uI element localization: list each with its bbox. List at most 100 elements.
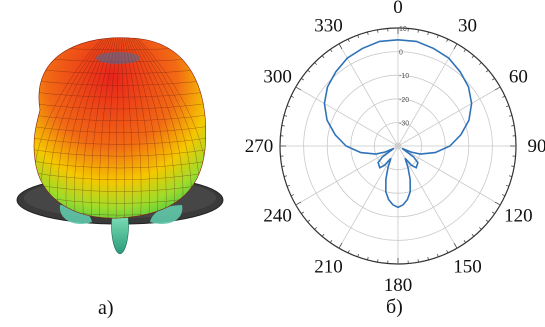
pattern-series-line <box>323 39 473 209</box>
angle-tick-label: 300 <box>263 67 292 88</box>
polar-tick <box>281 125 285 127</box>
polar-tick <box>505 105 510 107</box>
angle-tick-label: 0 <box>393 0 403 18</box>
panel-label-b: б) <box>386 296 403 318</box>
mesh-latitude-line <box>33 79 206 86</box>
polar-tick <box>357 34 359 39</box>
polar-tick <box>301 78 304 81</box>
polar-tick <box>437 34 439 39</box>
panel-label-a: а) <box>98 297 114 319</box>
polar-tick <box>471 55 475 59</box>
polar-tick <box>427 256 429 261</box>
side-lobe-right <box>150 205 183 225</box>
lobe-top-cap <box>96 52 140 64</box>
mesh-latitude-line <box>33 159 206 169</box>
polar-tick <box>463 49 466 52</box>
polar-tick <box>321 55 325 59</box>
polar-tick <box>314 227 317 230</box>
polar-tick <box>508 175 513 177</box>
mesh-longitude-line <box>129 37 167 219</box>
polar-tick <box>367 31 369 36</box>
mesh-longitude-line <box>57 37 108 219</box>
polar-tick <box>508 115 513 117</box>
polar-tick <box>485 219 489 223</box>
polar-tick <box>281 165 285 167</box>
polar-grid <box>279 27 517 265</box>
polar-tick <box>290 95 294 98</box>
angle-tick-label: 270 <box>245 136 274 157</box>
mesh-latitude-line <box>33 102 206 110</box>
polar-tick <box>347 38 350 42</box>
polar-tick <box>492 211 495 214</box>
polar-tick <box>295 86 302 91</box>
angle-tick-label: 330 <box>314 16 343 37</box>
polar-spoke <box>397 43 458 147</box>
polar-angle-labels: 0 30 60 90 120 150 180 210 240 270 300 330 <box>245 0 545 296</box>
polar-tick <box>330 49 333 52</box>
polar-tick <box>437 253 439 258</box>
polar-tick <box>377 29 379 33</box>
mesh-latitude-line <box>33 148 206 157</box>
angle-tick-label: 120 <box>504 206 533 227</box>
polar-tick <box>479 227 482 230</box>
radial-tick-label: 10 <box>399 26 407 33</box>
polar-tick <box>446 38 449 42</box>
polar-tick <box>377 259 379 263</box>
polar-tick <box>338 242 343 249</box>
polar-tick <box>330 240 333 243</box>
radial-tick-label: -10 <box>399 73 409 80</box>
angle-tick-label: 150 <box>453 256 482 277</box>
polar-tick <box>357 253 359 258</box>
polar-tick <box>286 105 291 107</box>
polar-tick <box>485 69 489 73</box>
polar-tick <box>511 165 515 167</box>
polar-tick <box>338 43 343 50</box>
radial-tick-label: -30 <box>399 120 409 127</box>
polar-tick <box>479 62 482 65</box>
polar-tick <box>417 29 419 33</box>
polar-tick <box>453 43 458 50</box>
angle-tick-label: 30 <box>458 16 477 37</box>
polar-tick <box>505 185 510 187</box>
polar-tick <box>295 201 302 206</box>
polar-spoke <box>295 145 399 206</box>
mesh-longitude-line <box>137 37 206 219</box>
polar-spoke <box>338 145 399 249</box>
polar-tick <box>283 115 288 117</box>
angle-tick-label: 180 <box>384 275 413 296</box>
polar-tick <box>494 201 501 206</box>
polar-tick <box>463 240 466 243</box>
mesh-latitude-line <box>33 113 206 122</box>
angle-tick-label: 90 <box>528 136 545 157</box>
polar-spoke <box>338 43 399 147</box>
polar-tick <box>307 219 311 223</box>
mesh-longitude-line <box>33 37 103 219</box>
polar-tick <box>427 31 429 36</box>
polar-tick <box>511 125 515 127</box>
polar-tick <box>417 259 419 263</box>
polar-tick <box>492 78 495 81</box>
polar-tick <box>471 233 475 237</box>
polar-tick <box>446 250 449 254</box>
polar-tick <box>502 194 506 197</box>
polar-tick <box>367 256 369 261</box>
sphere-mesh <box>33 37 206 219</box>
polar-tick <box>301 211 304 214</box>
radial-tick-label: 0 <box>399 50 403 57</box>
mesh-latitude-line <box>33 171 206 181</box>
3d-radiation-pattern <box>16 37 224 255</box>
back-lobe <box>111 214 129 255</box>
polar-spoke <box>397 145 458 249</box>
radial-tick-label: -20 <box>399 97 409 104</box>
polar-tick <box>494 86 501 91</box>
mesh-latitude-line <box>33 90 206 98</box>
polar-tick <box>286 185 291 187</box>
polar-tick <box>314 62 317 65</box>
mesh-latitude-line <box>33 125 206 133</box>
polar-tick <box>290 194 294 197</box>
polar-tick <box>283 175 288 177</box>
mesh-longitude-line <box>131 37 175 219</box>
polar-radiation-pattern: 0 30 60 90 120 150 180 210 240 270 300 330 10 0 -10 -2… <box>245 0 545 296</box>
main-lobe <box>33 37 206 219</box>
angle-tick-label: 240 <box>263 206 292 227</box>
